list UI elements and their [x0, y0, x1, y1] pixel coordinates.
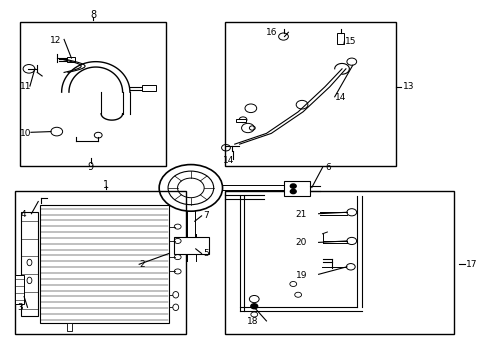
Bar	[20, 22, 166, 166]
Bar	[336, 33, 343, 44]
Text: 9: 9	[88, 162, 94, 172]
Bar	[40, 205, 168, 323]
Ellipse shape	[172, 292, 178, 298]
Ellipse shape	[172, 304, 178, 311]
Text: 2: 2	[140, 260, 145, 269]
Circle shape	[290, 189, 296, 194]
Bar	[21, 212, 38, 316]
Text: 4: 4	[20, 210, 26, 219]
Text: 3: 3	[18, 303, 23, 312]
Bar	[236, 119, 245, 122]
Bar	[283, 181, 310, 196]
Text: 13: 13	[402, 82, 414, 91]
Bar	[173, 237, 208, 253]
Circle shape	[250, 304, 257, 309]
Text: 12: 12	[49, 36, 61, 45]
Ellipse shape	[27, 277, 32, 284]
Text: 16: 16	[266, 28, 277, 37]
Bar	[15, 191, 185, 334]
Bar	[66, 57, 75, 62]
Text: 17: 17	[466, 260, 477, 269]
Text: 11: 11	[20, 82, 32, 91]
Text: 14: 14	[222, 156, 233, 165]
Circle shape	[290, 184, 296, 188]
Text: 21: 21	[295, 210, 306, 219]
Text: 7: 7	[203, 211, 208, 220]
Text: 15: 15	[344, 37, 355, 46]
Bar	[224, 22, 395, 166]
Bar	[66, 323, 72, 330]
Text: 18: 18	[246, 317, 258, 326]
Ellipse shape	[27, 259, 32, 266]
Text: 1: 1	[102, 180, 108, 190]
Text: 20: 20	[295, 238, 306, 247]
Text: 8: 8	[90, 10, 96, 20]
Text: 10: 10	[20, 129, 32, 138]
Bar	[15, 275, 24, 304]
Bar	[142, 85, 156, 91]
Bar	[224, 191, 453, 334]
Text: 19: 19	[295, 270, 306, 279]
Text: 5: 5	[203, 249, 208, 258]
Text: 6: 6	[325, 163, 330, 172]
Text: 14: 14	[334, 93, 346, 102]
